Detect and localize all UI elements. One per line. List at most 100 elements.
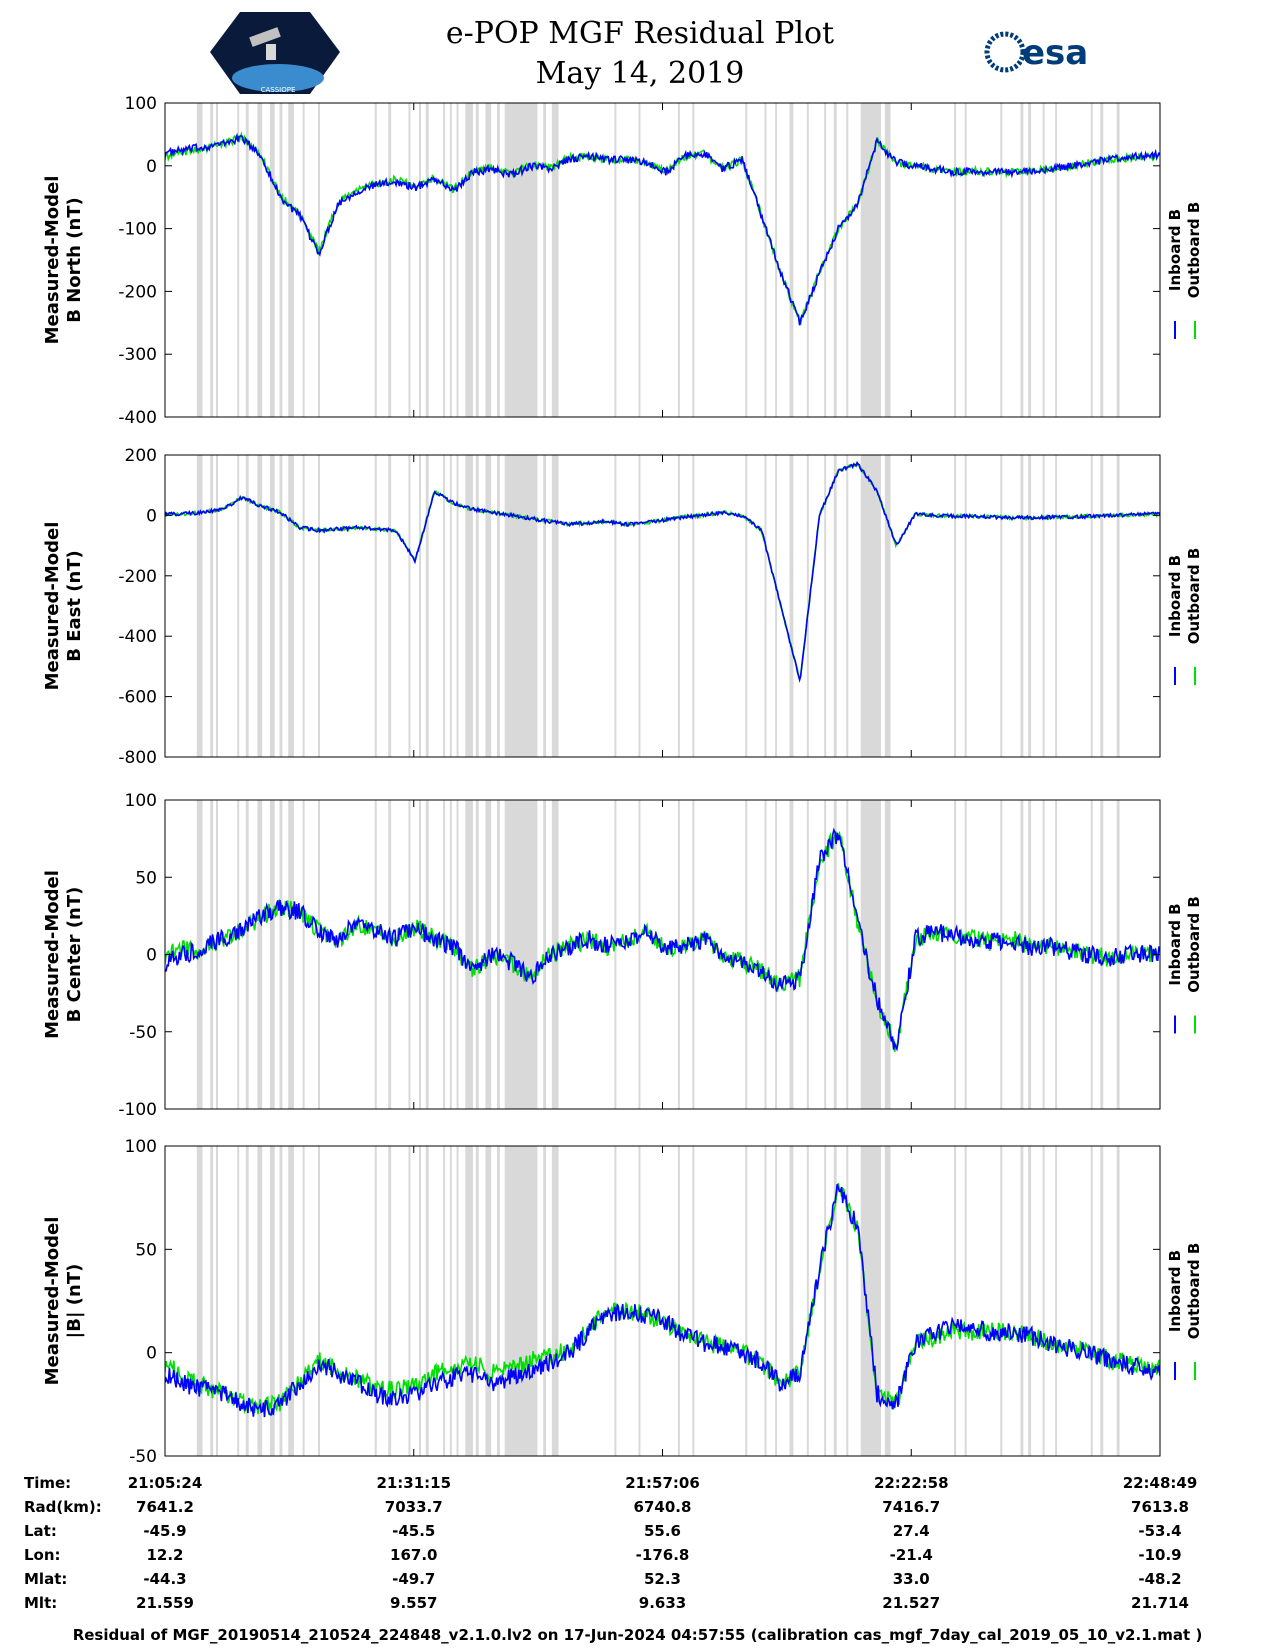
shaded-interval (496, 1146, 500, 1456)
shaded-interval (288, 800, 294, 1109)
shaded-interval (449, 103, 452, 417)
y-tick-label: 0 (146, 946, 157, 966)
shaded-intervals (196, 455, 1120, 757)
cassiope-logo: CASSIOPE (210, 12, 340, 94)
shaded-interval (237, 800, 240, 1109)
y-tick-label: 0 (146, 157, 157, 177)
shaded-interval (677, 1146, 680, 1456)
shaded-interval (1000, 103, 1003, 417)
shaded-interval (388, 455, 392, 757)
shaded-interval (1055, 800, 1058, 1109)
shaded-interval (245, 1146, 249, 1456)
ephem-value: 7033.7 (385, 1498, 443, 1516)
shaded-interval (860, 800, 881, 1109)
shaded-interval (1042, 800, 1045, 1109)
ephem-value: 21.527 (882, 1594, 940, 1612)
shaded-interval (456, 103, 459, 417)
shaded-interval (269, 800, 275, 1109)
ephem-value: 7641.2 (136, 1498, 194, 1516)
shaded-interval (1000, 455, 1003, 757)
shaded-interval (388, 103, 392, 417)
shaded-interval (388, 800, 392, 1109)
shaded-interval (196, 1146, 203, 1456)
y-tick-label: -400 (118, 627, 157, 647)
ephem-value: 55.6 (644, 1522, 681, 1540)
shaded-interval (1042, 1146, 1045, 1456)
shaded-interval (419, 455, 422, 757)
y-tick-label: -50 (129, 1447, 157, 1467)
ephem-row-label: Mlat: (24, 1570, 67, 1588)
shaded-interval (504, 103, 538, 417)
y-tick-label: 100 (125, 1137, 157, 1157)
legend: Inboard B Outboard B (1166, 1243, 1203, 1380)
shaded-interval (964, 800, 967, 1109)
series-outboard-line (165, 462, 1160, 683)
shaded-interval (846, 103, 849, 417)
shaded-interval (638, 800, 641, 1109)
shaded-interval (692, 800, 695, 1109)
shaded-interval (846, 455, 849, 757)
shaded-interval (485, 455, 492, 757)
ephem-value: 21:05:24 (128, 1474, 203, 1492)
legend-label-inboard: Inboard B (1166, 555, 1184, 637)
shaded-interval (551, 103, 559, 417)
shaded-interval (449, 800, 452, 1109)
shaded-interval (775, 1146, 778, 1456)
ephem-row-label: Lat: (24, 1522, 57, 1540)
shaded-interval (374, 800, 377, 1109)
plot-frame (164, 799, 1161, 1110)
y-tick-label: -300 (118, 345, 157, 365)
y-tick-label: -200 (118, 567, 157, 587)
shaded-interval (745, 800, 748, 1109)
shaded-interval (884, 800, 891, 1109)
y-tick-label: 100 (125, 791, 157, 811)
shaded-interval (456, 1146, 459, 1456)
legend-label-inboard: Inboard B (1166, 209, 1184, 291)
shaded-interval (1100, 455, 1104, 757)
shaded-interval (824, 1146, 827, 1456)
ephem-row-label: Rad(km): (24, 1498, 102, 1516)
y-tick-label: 0 (146, 1344, 157, 1364)
shaded-interval (833, 800, 837, 1109)
shaded-interval (485, 103, 492, 417)
ephem-value: 22:48:49 (1123, 1474, 1198, 1492)
y-tick-label: -800 (118, 748, 157, 768)
legend: Inboard B Outboard B (1166, 896, 1203, 1034)
panel-2: -800 -600 -400 -200 0 200 Measured-ModelB East… (42, 446, 1203, 768)
shaded-interval (216, 800, 219, 1109)
shaded-interval (764, 800, 767, 1109)
shaded-interval (833, 455, 837, 757)
shaded-interval (775, 800, 778, 1109)
shaded-interval (216, 103, 219, 417)
shaded-interval (504, 455, 538, 757)
shaded-interval (419, 1146, 422, 1456)
shaded-interval (789, 800, 794, 1109)
ephem-row-label: Lon: (24, 1546, 61, 1564)
shaded-interval (1020, 1146, 1024, 1456)
shaded-interval (425, 1146, 429, 1456)
panel-4: -50 0 50 100 Measured-Model|B| (nT) Inboard B… (42, 1137, 1203, 1467)
series-inboard-line (165, 1183, 1160, 1418)
shaded-interval (245, 800, 249, 1109)
ephem-value: 7613.8 (1131, 1498, 1189, 1516)
ephem-value: -53.4 (1138, 1522, 1181, 1540)
shaded-intervals (196, 1146, 1120, 1456)
shaded-interval (1116, 455, 1120, 757)
series-lines (165, 827, 1160, 1052)
ephem-value: -45.5 (392, 1522, 435, 1540)
shaded-interval (677, 103, 680, 417)
ephem-value: 33.0 (893, 1570, 930, 1588)
shaded-interval (846, 1146, 849, 1456)
series-lines (165, 460, 1160, 683)
ephem-row-label: Mlt: (24, 1594, 57, 1612)
shaded-interval (257, 1146, 263, 1456)
shaded-interval (1100, 103, 1104, 417)
series-lines (165, 131, 1160, 326)
shaded-interval (318, 1146, 321, 1456)
shaded-interval (1055, 455, 1058, 757)
shaded-interval (318, 103, 321, 417)
shaded-interval (824, 455, 827, 757)
shaded-interval (318, 800, 321, 1109)
panels: -400 -300 -200 -100 0 100 Measured-ModelB Nort… (42, 94, 1203, 1467)
series-outboard-line (165, 1182, 1160, 1415)
